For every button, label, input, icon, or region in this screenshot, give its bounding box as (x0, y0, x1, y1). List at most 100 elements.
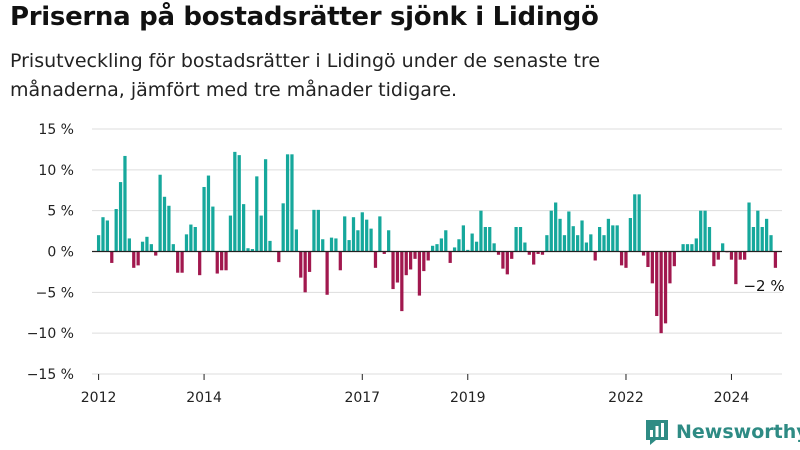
bar (580, 220, 584, 252)
bar (176, 251, 180, 273)
bar (624, 251, 628, 268)
bar (716, 251, 720, 260)
bar (404, 251, 408, 276)
bar (510, 251, 514, 259)
bars (96, 151, 778, 334)
bar (668, 251, 672, 284)
y-tick-label: 0 % (47, 245, 74, 261)
bar (198, 251, 202, 276)
bar (690, 244, 694, 252)
bar (461, 225, 465, 252)
bar (378, 216, 382, 252)
y-tick-label: 5 % (47, 204, 74, 220)
bar (338, 251, 342, 271)
bar (387, 230, 391, 252)
bar (220, 251, 224, 271)
bar (628, 218, 632, 252)
x-axis-ticks: 2012 2014 2017 2019 2022 2024 (81, 374, 749, 406)
bar (637, 194, 641, 252)
bar (114, 209, 118, 252)
bar (597, 227, 602, 252)
bar (518, 227, 523, 252)
bar (663, 251, 668, 324)
bar (382, 251, 386, 254)
bar (747, 202, 751, 252)
chart-title: Priserna på bostadsrätter sjönk i Liding… (10, 2, 599, 32)
bar (751, 227, 756, 252)
chart-subtitle: Prisutveckling för bostadsrätter i Lidin… (10, 50, 601, 101)
bar (365, 219, 369, 252)
bar (496, 251, 501, 255)
annotations: −2 % (743, 277, 784, 295)
bar (466, 249, 470, 252)
bar (101, 217, 105, 252)
bar (641, 251, 646, 256)
bar (395, 251, 400, 283)
bar (171, 244, 175, 252)
bar (373, 251, 378, 268)
bar (611, 225, 615, 252)
bar (347, 240, 351, 252)
newsworthy-logo-icon (646, 420, 668, 445)
bar (615, 225, 619, 252)
bar (127, 238, 131, 252)
bar (721, 243, 725, 252)
bar (417, 251, 422, 296)
bar (132, 251, 136, 268)
bar (523, 242, 527, 252)
bar (470, 233, 474, 252)
bar (360, 212, 364, 252)
y-tick-label: 10 % (38, 163, 74, 179)
bar (224, 251, 228, 271)
bar (584, 242, 589, 252)
bar (593, 251, 597, 261)
bar (413, 251, 417, 259)
bar (444, 230, 448, 252)
bar (474, 241, 479, 252)
bar (430, 245, 435, 252)
bar (391, 251, 395, 290)
x-tick-label: 2012 (81, 390, 117, 406)
bar (483, 227, 487, 252)
bar (426, 251, 430, 261)
bar (439, 238, 444, 252)
bar (589, 234, 593, 252)
bar (606, 218, 611, 252)
bar (562, 235, 567, 252)
bar (527, 251, 531, 255)
bar (193, 227, 197, 252)
bar (540, 251, 545, 255)
bar (756, 210, 760, 252)
bar (576, 235, 580, 252)
bar (167, 205, 171, 252)
y-tick-label: −5 % (36, 285, 74, 301)
bar (162, 196, 167, 252)
bar (299, 251, 303, 278)
bar (290, 154, 294, 252)
bar (505, 251, 509, 275)
bar (685, 244, 690, 252)
bar (734, 251, 738, 285)
bar (351, 217, 356, 252)
bar (571, 226, 575, 252)
bar (532, 251, 536, 265)
bar (760, 227, 764, 252)
bar (545, 235, 549, 252)
bar (140, 241, 145, 252)
x-tick-label: 2014 (186, 390, 222, 406)
bar (233, 151, 237, 252)
newsworthy-logo-text: Newsworthy (676, 421, 800, 443)
bar (448, 251, 452, 263)
bar (237, 155, 241, 252)
bar (672, 251, 676, 267)
bar (281, 203, 285, 252)
bar (554, 202, 558, 252)
newsworthy-logo[interactable]: Newsworthy (644, 418, 800, 446)
bar (307, 251, 312, 272)
x-tick-label: 2022 (608, 390, 644, 406)
bar (452, 247, 457, 252)
bar (659, 251, 663, 334)
bar (294, 229, 298, 252)
bar (202, 186, 206, 252)
